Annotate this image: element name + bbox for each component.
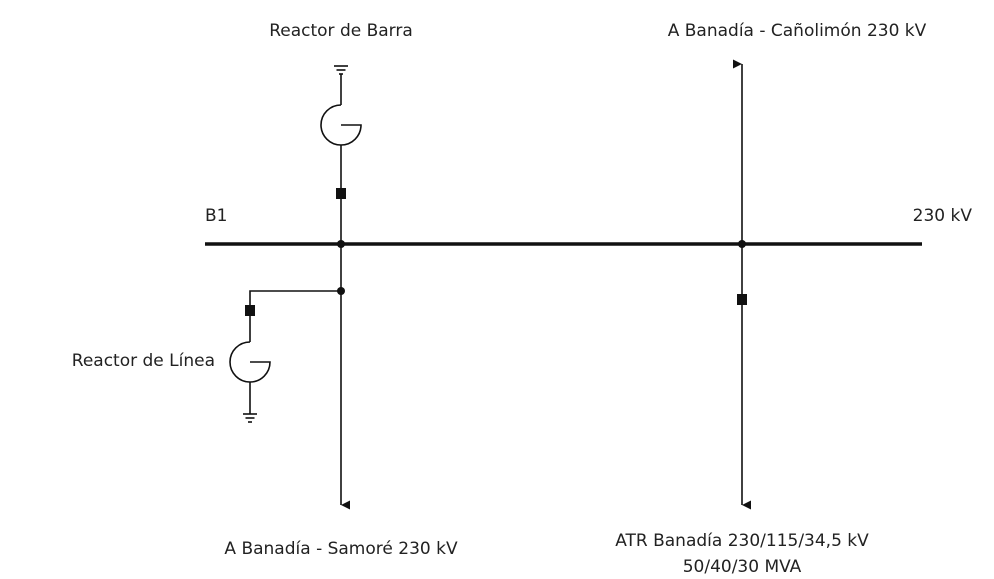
label: B1: [205, 206, 227, 226]
label: Reactor de Línea: [72, 351, 215, 371]
label: Reactor de Barra: [269, 21, 413, 41]
label: ATR Banadía 230/115/34,5 kV: [615, 531, 869, 551]
label: 50/40/30 MVA: [683, 557, 802, 577]
label: 230 kV: [913, 206, 973, 226]
bus-reactor: [320, 65, 362, 244]
feeder-canolimon-atr: [733, 59, 751, 510]
label: A Banadía - Cañolimón 230 kV: [668, 21, 927, 41]
line-reactor: [229, 290, 341, 423]
label: A Banadía - Samoré 230 kV: [224, 539, 458, 559]
feeder-samore: [337, 240, 350, 510]
